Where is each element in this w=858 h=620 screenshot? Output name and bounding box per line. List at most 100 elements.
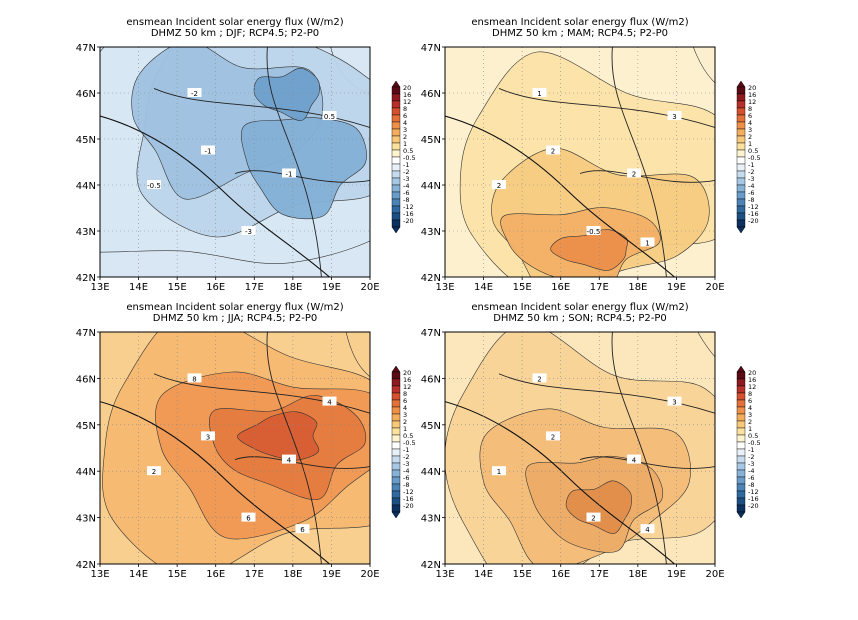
colorbar-swatch	[736, 413, 746, 422]
contour-label: -1	[286, 171, 293, 179]
y-tick-label: 45N	[76, 421, 96, 432]
colorbar-label: 8	[403, 390, 407, 398]
x-tick-label: 15E	[168, 282, 187, 293]
x-tick-label: 20E	[360, 569, 379, 580]
colorbar-label: 4	[748, 404, 752, 412]
colorbar-swatch	[736, 490, 746, 499]
x-tick-label: 17E	[590, 569, 609, 580]
colorbar-swatch	[391, 100, 401, 109]
contour-label: 4	[645, 526, 650, 534]
panel-title: ensmean Incident solar energy flux (W/m2…	[126, 302, 343, 313]
colorbar-swatch	[391, 504, 401, 513]
x-tick-label: 17E	[245, 569, 264, 580]
colorbar-label: -4	[748, 467, 754, 475]
colorbar-label: -20	[403, 502, 414, 510]
y-tick-label: 42N	[76, 560, 96, 571]
contour-label: 4	[327, 399, 332, 407]
colorbar-label: -4	[748, 182, 754, 190]
x-tick-label: 14E	[474, 569, 493, 580]
y-tick-label: 47N	[76, 43, 96, 54]
coastline	[445, 401, 675, 564]
colorbar-label: 2	[748, 133, 752, 141]
colorbar-swatch	[391, 191, 401, 200]
colorbar-label: -2	[403, 453, 409, 461]
x-tick-label: 16E	[551, 569, 570, 580]
contour-label: 6	[300, 526, 305, 534]
contour-label: 2	[591, 515, 595, 523]
y-tick-label: 47N	[421, 43, 441, 54]
colorbar-label: -12	[403, 488, 414, 496]
x-tick-label: 19E	[667, 569, 686, 580]
colorbar-label: -12	[403, 203, 414, 211]
colorbar-label: -0.5	[748, 154, 761, 162]
y-tick-label: 42N	[76, 273, 96, 284]
colorbar-swatch	[736, 177, 746, 186]
colorbar-swatch	[736, 219, 746, 228]
panel-subtitle: DHMZ 50 km ; MAM; RCP4.5; P2-P0	[492, 28, 668, 39]
colorbar-label: 16	[748, 91, 756, 99]
colorbar-swatch	[391, 184, 401, 193]
contour-label: 2	[632, 171, 636, 179]
colorbar-label: -8	[748, 481, 754, 489]
colorbar-label: 6	[403, 397, 407, 405]
colorbar-swatch	[391, 371, 401, 380]
country-border	[611, 332, 667, 564]
colorbar-swatch	[736, 455, 746, 464]
contour-label: -1	[205, 148, 212, 156]
x-tick-label: 14E	[129, 569, 148, 580]
colorbar-swatch	[391, 497, 401, 506]
colorbar-swatch	[391, 163, 401, 172]
colorbar-swatch	[391, 483, 401, 492]
colorbar-label: -0.5	[403, 439, 416, 447]
colorbar-label: 16	[403, 91, 411, 99]
contour-label: 4	[287, 457, 292, 465]
colorbar-swatch	[736, 448, 746, 457]
country-border	[611, 47, 667, 277]
x-tick-label: 13E	[90, 569, 109, 580]
contour-field: 2 4 2 1 3 2 4	[445, 332, 715, 564]
x-tick-label: 18E	[628, 569, 647, 580]
colorbar-label: 12	[403, 98, 411, 106]
colorbar-swatch	[391, 107, 401, 116]
contour-label: 3	[672, 399, 676, 407]
x-tick-label: 16E	[551, 282, 570, 293]
colorbar-label: 12	[748, 383, 756, 391]
colorbar-swatch	[391, 93, 401, 102]
y-tick-label: 44N	[76, 467, 96, 478]
colorbar-swatch	[736, 93, 746, 102]
colorbar-swatch	[391, 170, 401, 179]
contour-label: 4	[632, 457, 637, 465]
map-frame	[99, 46, 371, 278]
colorbar-swatch	[736, 462, 746, 471]
colorbar-swatch	[736, 504, 746, 513]
x-tick-label: 17E	[245, 282, 264, 293]
colorbar-swatch	[391, 427, 401, 436]
colorbar-swatch	[736, 469, 746, 478]
x-tick-label: 17E	[590, 282, 609, 293]
x-tick-label: 13E	[435, 569, 454, 580]
coastline	[100, 115, 330, 277]
colorbar-swatch	[391, 406, 401, 415]
contour-label: 2	[497, 182, 501, 190]
y-tick-label: 45N	[421, 135, 441, 146]
colorbar-swatch	[391, 455, 401, 464]
panel-subtitle: DHMZ 50 km ; DJF; RCP4.5; P2-P0	[151, 28, 319, 39]
x-tick-label: 18E	[283, 569, 302, 580]
contour-field: -2 -1 -3 -0.5 0.5 -1	[100, 47, 370, 277]
colorbar-swatch	[736, 156, 746, 165]
contour-label: 2	[551, 148, 555, 156]
x-tick-label: 20E	[360, 282, 379, 293]
colorbar-swatch	[736, 420, 746, 429]
contour-label: 1	[497, 468, 501, 476]
colorbar-label: -12	[748, 203, 759, 211]
colorbar-swatch	[736, 434, 746, 443]
colorbar-label: 0.5	[403, 147, 413, 155]
y-tick-label: 44N	[421, 467, 441, 478]
x-tick-label: 14E	[129, 282, 148, 293]
colorbar-label: 20	[748, 84, 756, 92]
colorbar-swatch	[736, 100, 746, 109]
